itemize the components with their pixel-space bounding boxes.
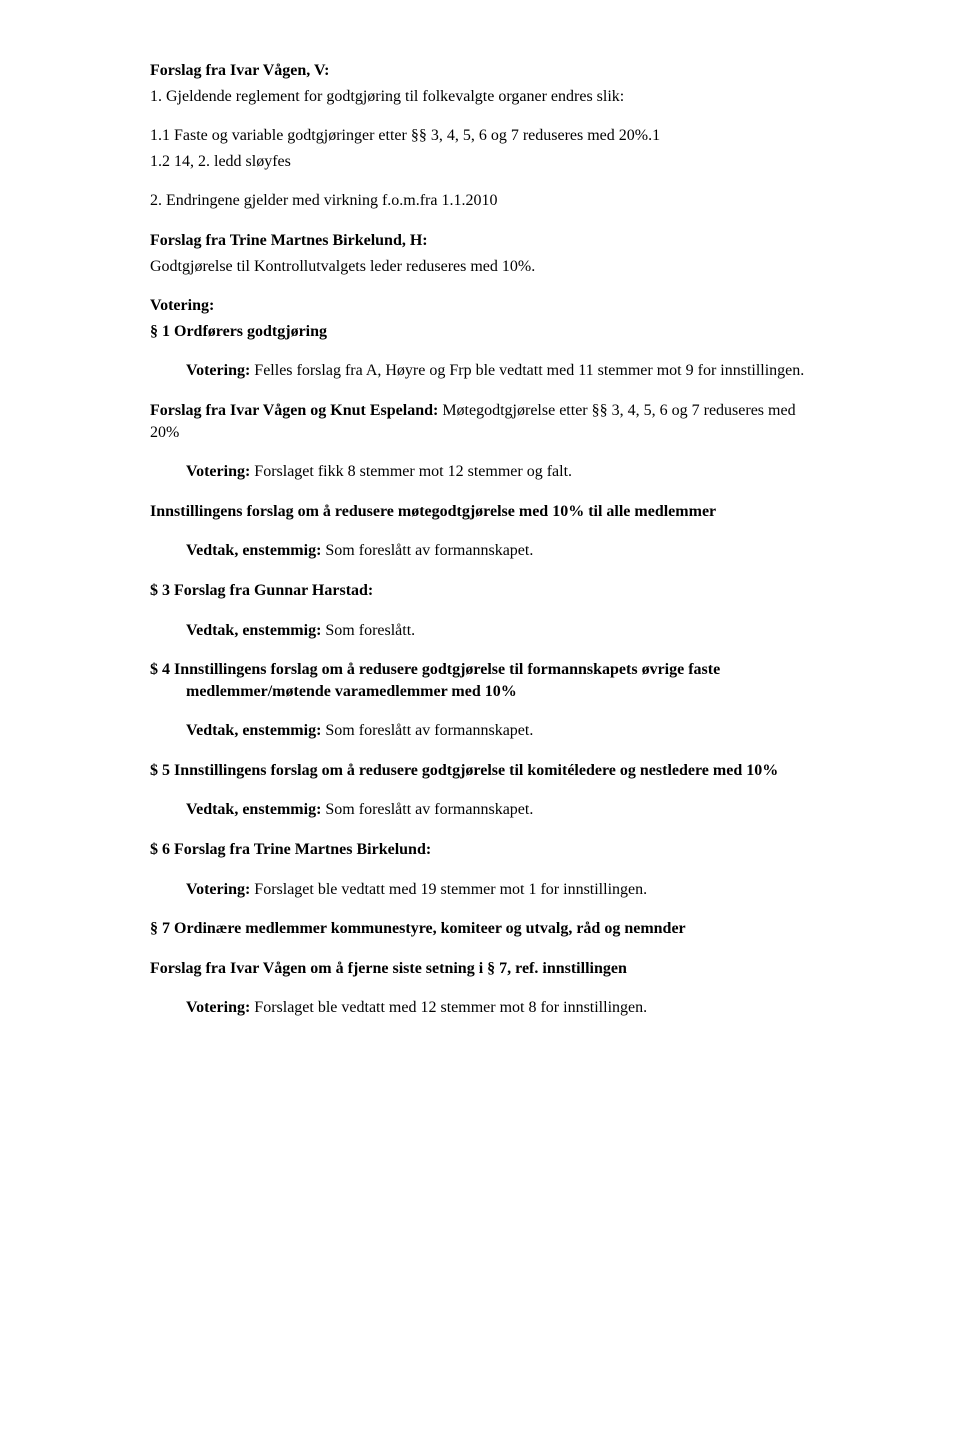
inline-bold: Votering: — [186, 362, 250, 379]
body-text: Vedtak, enstemmig: Som foreslått. — [186, 620, 810, 642]
heading-line: $ 6 Forslag fra Trine Martnes Birkelund: — [150, 839, 810, 861]
document-page: Forslag fra Ivar Vågen, V: 1. Gjeldende … — [75, 0, 885, 1097]
list-item: 1. Gjeldende reglement for godtgjøring t… — [150, 86, 810, 108]
inline-bold: Votering: — [186, 999, 250, 1016]
inline-text: Som foreslått av formannskapet. — [321, 801, 533, 818]
paragraph-block: $ 6 Forslag fra Trine Martnes Birkelund: — [150, 839, 810, 861]
indented-block: Vedtak, enstemmig: Som foreslått av form… — [150, 720, 810, 742]
body-text: Vedtak, enstemmig: Som foreslått av form… — [186, 799, 810, 821]
indented-block: Votering: Forslaget ble vedtatt med 19 s… — [150, 879, 810, 901]
paragraph-block: $ 3 Forslag fra Gunnar Harstad: — [150, 580, 810, 602]
list-item: 2. Endringene gjelder med virkning f.o.m… — [150, 190, 810, 212]
inline-bold: Vedtak, enstemmig: — [186, 801, 321, 818]
inline-text: Innstillingens forslag om å redusere god… — [174, 762, 778, 779]
paragraph-block: $ 4 Innstillingens forslag om å redusere… — [150, 659, 810, 702]
heading-line: $ 3 Forslag fra Gunnar Harstad: — [150, 580, 810, 602]
inline-prefix: $ 5 — [150, 762, 174, 779]
indented-block: Votering: Felles forslag fra A, Høyre og… — [150, 360, 810, 382]
body-text: Votering: Forslaget ble vedtatt med 19 s… — [186, 879, 810, 901]
heading-line: $ 4 Innstillingens forslag om å redusere… — [150, 659, 810, 702]
paragraph-block: § 7 Ordinære medlemmer kommunestyre, kom… — [150, 918, 810, 940]
inline-bold: Vedtak, enstemmig: — [186, 542, 321, 559]
paragraph-block: Forslag fra Ivar Vågen om å fjerne siste… — [150, 958, 810, 980]
body-text: Votering: Forslaget ble vedtatt med 12 s… — [186, 997, 810, 1019]
heading-line: § 7 Ordinære medlemmer kommunestyre, kom… — [150, 918, 810, 940]
inline-bold: Forslag fra Ivar Vågen og Knut Espeland: — [150, 402, 438, 419]
heading-line: Innstillingens forslag om å redusere møt… — [150, 501, 810, 523]
inline-text: Som foreslått. — [321, 622, 415, 639]
indented-block: Votering: Forslaget fikk 8 stemmer mot 1… — [150, 461, 810, 483]
heading-line: Forslag fra Ivar Vågen om å fjerne siste… — [150, 958, 810, 980]
heading-line: Votering: — [150, 295, 810, 317]
body-text: Forslag fra Ivar Vågen og Knut Espeland:… — [150, 400, 810, 443]
body-text: Votering: Felles forslag fra A, Høyre og… — [186, 360, 810, 382]
heading-line: Forslag fra Trine Martnes Birkelund, H: — [150, 230, 810, 252]
inline-bold: Votering: — [186, 463, 250, 480]
inline-text: Innstillingens forslag om å redusere god… — [174, 661, 720, 700]
indented-block: Vedtak, enstemmig: Som foreslått. — [150, 620, 810, 642]
paragraph-block: Forslag fra Trine Martnes Birkelund, H: … — [150, 230, 810, 277]
paragraph-block: 1.1 Faste og variable godtgjøringer ette… — [150, 125, 810, 172]
inline-text: Forslaget fikk 8 stemmer mot 12 stemmer … — [250, 463, 572, 480]
heading-line: Forslag fra Ivar Vågen, V: — [150, 60, 810, 82]
inline-bold: Vedtak, enstemmig: — [186, 722, 321, 739]
inline-prefix: $ 4 — [150, 661, 174, 678]
inline-bold: Votering: — [186, 881, 250, 898]
inline-bold: Vedtak, enstemmig: — [186, 622, 321, 639]
heading-line: § 1 Ordførers godtgjøring — [150, 321, 810, 343]
inline-text: Forslaget ble vedtatt med 12 stemmer mot… — [250, 999, 647, 1016]
body-text: 1.1 Faste og variable godtgjøringer ette… — [150, 125, 810, 147]
inline-text: Som foreslått av formannskapet. — [321, 542, 533, 559]
paragraph-block: Innstillingens forslag om å redusere møt… — [150, 501, 810, 523]
indented-block: Vedtak, enstemmig: Som foreslått av form… — [150, 799, 810, 821]
paragraph-block: 2. Endringene gjelder med virkning f.o.m… — [150, 190, 810, 212]
paragraph-block: Votering: § 1 Ordførers godtgjøring — [150, 295, 810, 342]
heading-line: $ 5 Innstillingens forslag om å redusere… — [150, 760, 810, 782]
body-text: Godtgjørelse til Kontrollutvalgets leder… — [150, 256, 810, 278]
paragraph-block: Forslag fra Ivar Vågen og Knut Espeland:… — [150, 400, 810, 443]
body-text: Vedtak, enstemmig: Som foreslått av form… — [186, 540, 810, 562]
paragraph-block: $ 5 Innstillingens forslag om å redusere… — [150, 760, 810, 782]
body-text: 1.2 14, 2. ledd sløyfes — [150, 151, 810, 173]
inline-text: Felles forslag fra A, Høyre og Frp ble v… — [250, 362, 804, 379]
paragraph-block: Forslag fra Ivar Vågen, V: 1. Gjeldende … — [150, 60, 810, 107]
body-text: Vedtak, enstemmig: Som foreslått av form… — [186, 720, 810, 742]
inline-text: Forslaget ble vedtatt med 19 stemmer mot… — [250, 881, 647, 898]
indented-block: Vedtak, enstemmig: Som foreslått av form… — [150, 540, 810, 562]
indented-block: Votering: Forslaget ble vedtatt med 12 s… — [150, 997, 810, 1019]
body-text: Votering: Forslaget fikk 8 stemmer mot 1… — [186, 461, 810, 483]
inline-text: Som foreslått av formannskapet. — [321, 722, 533, 739]
